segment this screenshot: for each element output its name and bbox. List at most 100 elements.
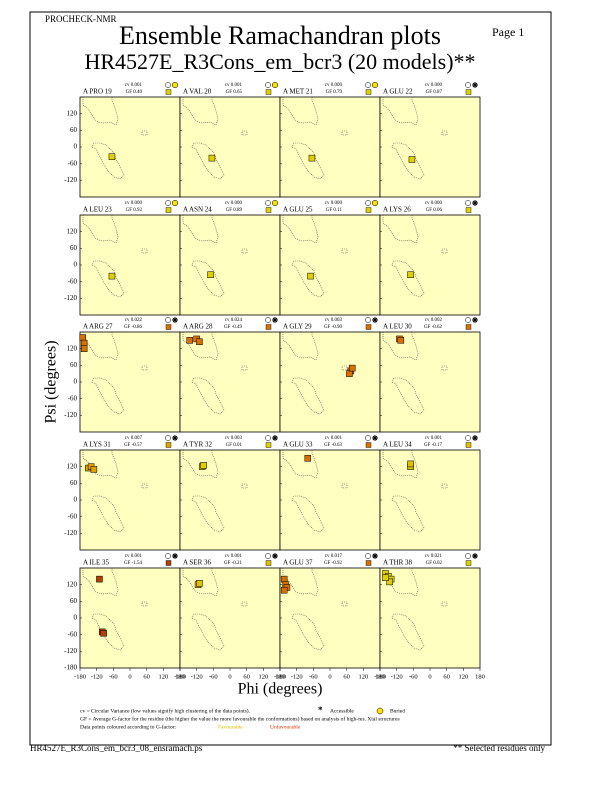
- x-tick-label: -60: [309, 673, 318, 680]
- plot-area: [379, 331, 481, 433]
- accessible-icon: [372, 435, 378, 441]
- y-tick-label: 0: [74, 143, 78, 151]
- buried-icon: [171, 199, 179, 207]
- residue-label: A THR 38: [383, 559, 413, 567]
- data-point: [100, 630, 107, 637]
- cv-icon: [465, 82, 471, 88]
- plot-area: [279, 331, 381, 433]
- cv-icon: [265, 82, 271, 88]
- residue-label: A LEU 23: [83, 206, 112, 214]
- accessible-icon: [472, 435, 478, 441]
- residue-label: A LEU 30: [383, 323, 412, 331]
- x-tick-label: -60: [109, 673, 118, 680]
- cv-icon: [365, 82, 371, 88]
- gf-swatch: [265, 442, 272, 448]
- cv-value: cv 0.024: [225, 318, 243, 323]
- buried-icon: [371, 199, 379, 207]
- data-point: [186, 337, 193, 344]
- plot-area: [179, 96, 281, 198]
- accessible-icon: [472, 82, 478, 88]
- x-tick-label: -120: [291, 673, 303, 680]
- gf-value: GF -0.63: [324, 443, 343, 448]
- residue-label: A ARG 27: [83, 323, 113, 331]
- cv-icon: [465, 200, 471, 206]
- footer-note: ** Selected residues only: [453, 743, 545, 753]
- cv-icon: [365, 553, 371, 559]
- x-tick-label: -60: [209, 673, 218, 680]
- gf-value: GF -0.86: [124, 325, 143, 330]
- y-tick-label: -180: [64, 664, 77, 672]
- buried-symbol: [376, 707, 384, 715]
- data-point: [207, 271, 214, 278]
- y-tick-label: 120: [67, 109, 78, 117]
- y-tick-label: 60: [70, 361, 78, 369]
- cv-value: cv 0.000: [325, 83, 343, 88]
- y-tick-label: 60: [70, 597, 78, 605]
- subtitle: HR4527E_R3Cons_em_bcr3 (20 models)**: [84, 49, 475, 74]
- y-tick-label: -120: [64, 294, 77, 302]
- data-point: [108, 272, 116, 280]
- x-tick-label: -120: [91, 673, 103, 680]
- accessible-icon: [372, 553, 378, 559]
- cv-value: cv 0.003: [325, 318, 343, 323]
- data-point: [307, 272, 314, 280]
- cv-icon: [165, 317, 171, 323]
- favourable-label: Favourable: [218, 724, 243, 730]
- cv-value: cv 0.001: [225, 554, 243, 559]
- buried-icon: [371, 81, 379, 89]
- cv-icon: [465, 317, 471, 323]
- cv-value: cv 0.001: [125, 554, 143, 559]
- x-tick-label: 60: [243, 673, 250, 680]
- gf-value: GF 0.87: [426, 90, 443, 95]
- cv-icon: [165, 553, 171, 559]
- cv-icon: [165, 200, 171, 206]
- cv-icon: [365, 435, 371, 441]
- data-point: [79, 334, 87, 341]
- gf-value: GF -0.62: [424, 325, 443, 330]
- cv-value: cv 0.002: [425, 318, 443, 323]
- y-tick-label: 120: [67, 462, 78, 470]
- gf-value: GF -0.49: [224, 325, 243, 330]
- data-point: [96, 575, 103, 583]
- residue-label: A ASN 24: [183, 206, 212, 214]
- x-tick-label: 180: [475, 673, 485, 680]
- x-tick-label: -120: [391, 673, 403, 680]
- gf-value: GF 0.02: [426, 561, 443, 566]
- accessible-symbol: *: [318, 705, 323, 715]
- y-tick-label: 120: [67, 580, 78, 588]
- gf-value: GF 0.40: [126, 90, 143, 95]
- cv-icon: [265, 435, 271, 441]
- plot-area: [79, 449, 181, 551]
- gf-swatch: [365, 560, 372, 566]
- accessible-icon: [472, 200, 478, 206]
- footer-file: HR4527E_R3Cons_em_bcr3_08_ensramach.ps: [30, 743, 203, 753]
- data-point: [108, 153, 116, 160]
- gf-swatch: [165, 324, 172, 330]
- cv-icon: [465, 435, 471, 441]
- cv-value: cv 0.001: [425, 436, 443, 441]
- panels: A PRO 19 cv 0.001 GF 0.40 120 60 0 -60 -120 A VA…: [64, 81, 485, 680]
- x-tick-label: 120: [458, 673, 468, 680]
- cv-value: cv 0.000: [425, 83, 443, 88]
- cv-value: cv 0.021: [425, 554, 443, 559]
- plot-area: [279, 449, 381, 551]
- legend: cv = Circular Variance (low values signi…: [80, 705, 405, 730]
- x-tick-label: 120: [158, 673, 168, 680]
- data-point: [304, 455, 312, 462]
- cv-value: cv 0.000: [225, 201, 243, 206]
- cv-icon: [165, 82, 171, 88]
- plot-area: [379, 214, 481, 316]
- plot-area: [79, 96, 181, 198]
- gf-value: GF 0.92: [126, 208, 143, 213]
- data-point: [90, 466, 98, 473]
- gf-value: GF 0.11: [326, 208, 343, 213]
- x-tick-label: 60: [143, 673, 150, 680]
- cv-value: cv 0.022: [125, 318, 143, 323]
- plot-area: [279, 214, 381, 316]
- x-tick-label: -180: [74, 673, 86, 680]
- plot-area: [379, 96, 481, 198]
- residue-label: A ARG 28: [183, 323, 213, 331]
- plot-area: [279, 96, 381, 198]
- plot-area: [179, 214, 281, 316]
- data-point: [308, 154, 316, 162]
